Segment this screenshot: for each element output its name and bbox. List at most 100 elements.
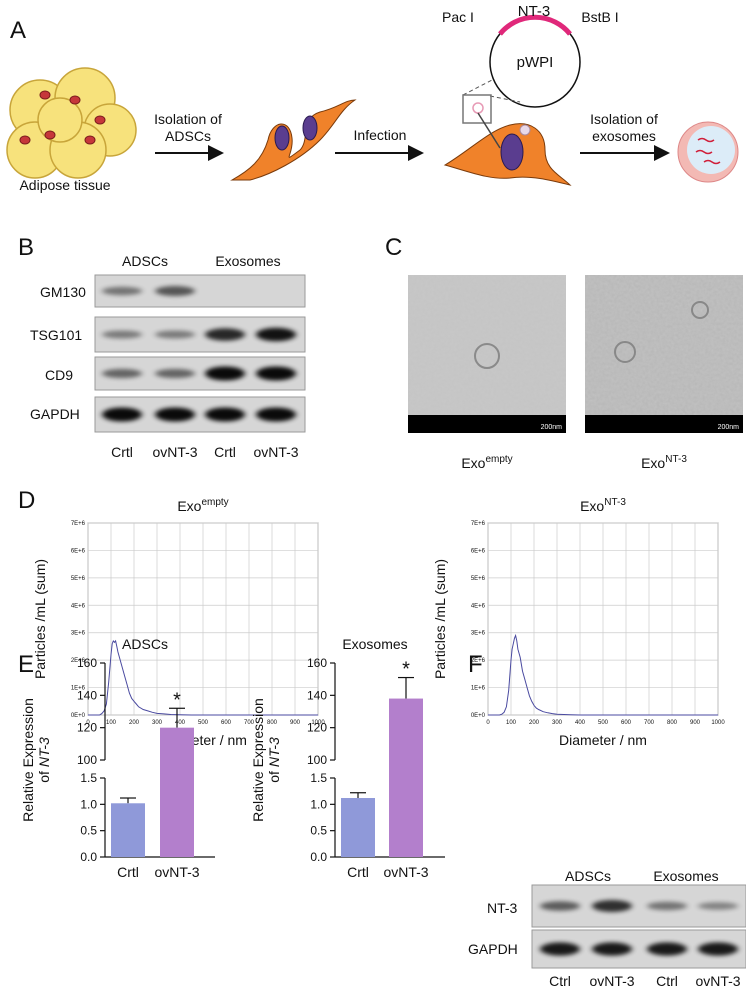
title-base: Exo xyxy=(177,498,201,514)
row-label: GM130 xyxy=(40,284,86,300)
x-tick-label: 700 xyxy=(244,720,255,726)
blot-band xyxy=(205,328,245,341)
y-tick-label: 0.0 xyxy=(310,850,327,864)
scale-label: 200nm xyxy=(541,424,563,431)
x-tick-label: 1000 xyxy=(711,720,725,726)
y-tick-label: 160 xyxy=(77,656,97,670)
blot-band xyxy=(698,902,738,910)
step-label: Infection xyxy=(354,127,407,143)
group-label: Exosomes xyxy=(653,868,718,884)
blot-band xyxy=(647,942,687,956)
x-tick-label: 800 xyxy=(667,720,678,726)
restriction-site: Pac I xyxy=(442,9,474,25)
lane-label: ovNT-3 xyxy=(695,973,740,989)
significance: * xyxy=(402,659,410,681)
blot-band xyxy=(647,901,687,911)
image-label: Exoempty xyxy=(461,454,512,471)
label-gene: NT-3 xyxy=(266,737,282,767)
lane-label: Crtl xyxy=(214,444,236,460)
blot-band xyxy=(155,286,195,296)
y-tick-label: 2E+6 xyxy=(471,658,486,664)
line xyxy=(88,639,318,716)
panel-label: B xyxy=(18,234,34,261)
adscs-cells xyxy=(230,99,357,181)
y-tick-label: 0.0 xyxy=(80,850,97,864)
x-tick-label: 0 xyxy=(486,720,490,726)
x-tick-label: 100 xyxy=(506,720,517,726)
bar xyxy=(341,798,375,857)
y-tick-label: 6E+6 xyxy=(471,548,486,554)
exosome xyxy=(677,121,739,183)
bar xyxy=(160,727,194,857)
row-label: NT-3 xyxy=(487,900,518,916)
y-tick-label: 0E+0 xyxy=(471,713,486,719)
x-tick-label: ovNT-3 xyxy=(383,864,428,880)
adipose-nuclei xyxy=(19,90,106,145)
y-tick-label: 100 xyxy=(307,753,327,767)
x-tick-label: 600 xyxy=(221,720,232,726)
x-tick-label: 200 xyxy=(129,720,140,726)
x-tick-label: 200 xyxy=(529,720,540,726)
blot-band xyxy=(102,286,142,296)
y-axis-label: Relative Expression xyxy=(250,698,266,822)
lane-label: ovNT-3 xyxy=(152,444,197,460)
y-tick-label: 140 xyxy=(77,688,97,702)
y-tick-label: 0.5 xyxy=(80,824,97,838)
chart-title: Exoempty xyxy=(177,497,228,514)
y-tick-label: 2E+6 xyxy=(71,658,86,664)
lane-label: Ctrl xyxy=(549,973,571,989)
title-base: Exo xyxy=(580,498,604,514)
title-sup: NT-3 xyxy=(604,497,626,508)
chart-title: ADSCs xyxy=(122,636,168,652)
y-tick-label: 6E+6 xyxy=(71,548,86,554)
panel-label: F xyxy=(468,651,483,678)
blot-band xyxy=(540,901,580,911)
scale-label: 200nm xyxy=(718,424,740,431)
infected-cell xyxy=(443,112,572,186)
blot-band xyxy=(592,942,632,956)
y-tick-label: 7E+6 xyxy=(71,521,86,527)
x-tick-label: 500 xyxy=(598,720,609,726)
blot-band xyxy=(256,327,296,342)
x-tick-label: 400 xyxy=(175,720,186,726)
em-image xyxy=(585,275,743,433)
y-tick-label: 4E+6 xyxy=(471,603,486,609)
y-tick-label: 5E+6 xyxy=(71,576,86,582)
label-base: Exo xyxy=(461,455,485,471)
y-tick-label: 100 xyxy=(77,753,97,767)
y-tick-label: 1.5 xyxy=(80,771,97,785)
group-label: ADSCs xyxy=(565,868,611,884)
x-tick-label: 600 xyxy=(621,720,632,726)
label-sup: NT-3 xyxy=(665,454,687,465)
y-tick-label: 120 xyxy=(77,721,97,735)
x-tick-label: 800 xyxy=(267,720,278,726)
label-base: Exo xyxy=(641,455,665,471)
group-label: Exosomes xyxy=(215,253,280,269)
y-tick-label: 0E+0 xyxy=(71,713,86,719)
y-axis-label: Particles /mL (sum) xyxy=(432,559,448,679)
x-tick-label: 300 xyxy=(552,720,563,726)
chart-title: Exosomes xyxy=(342,636,407,652)
x-tick-label: 1000 xyxy=(311,720,325,726)
panel-label: E xyxy=(18,651,34,678)
y-tick-label: 4E+6 xyxy=(71,603,86,609)
y-tick-label: 3E+6 xyxy=(471,631,486,637)
bar xyxy=(389,698,423,857)
blot-band xyxy=(540,942,580,956)
blot-band xyxy=(205,366,245,381)
panel-label: A xyxy=(10,17,26,44)
y-axis-label: of NT-3 xyxy=(266,737,282,783)
chart-title: ExoNT-3 xyxy=(580,497,626,514)
row-label: GAPDH xyxy=(30,406,80,422)
blot-band xyxy=(155,407,195,422)
y-tick-label: 3E+6 xyxy=(71,631,86,637)
blot-band xyxy=(256,366,296,381)
blot-band xyxy=(592,900,632,912)
blot-band xyxy=(205,407,245,422)
x-tick-label: 100 xyxy=(106,720,117,726)
label-word: of xyxy=(266,771,282,783)
adipose-label: Adipose tissue xyxy=(19,177,110,193)
lane-label: Crtl xyxy=(111,444,133,460)
em-image xyxy=(408,275,566,433)
